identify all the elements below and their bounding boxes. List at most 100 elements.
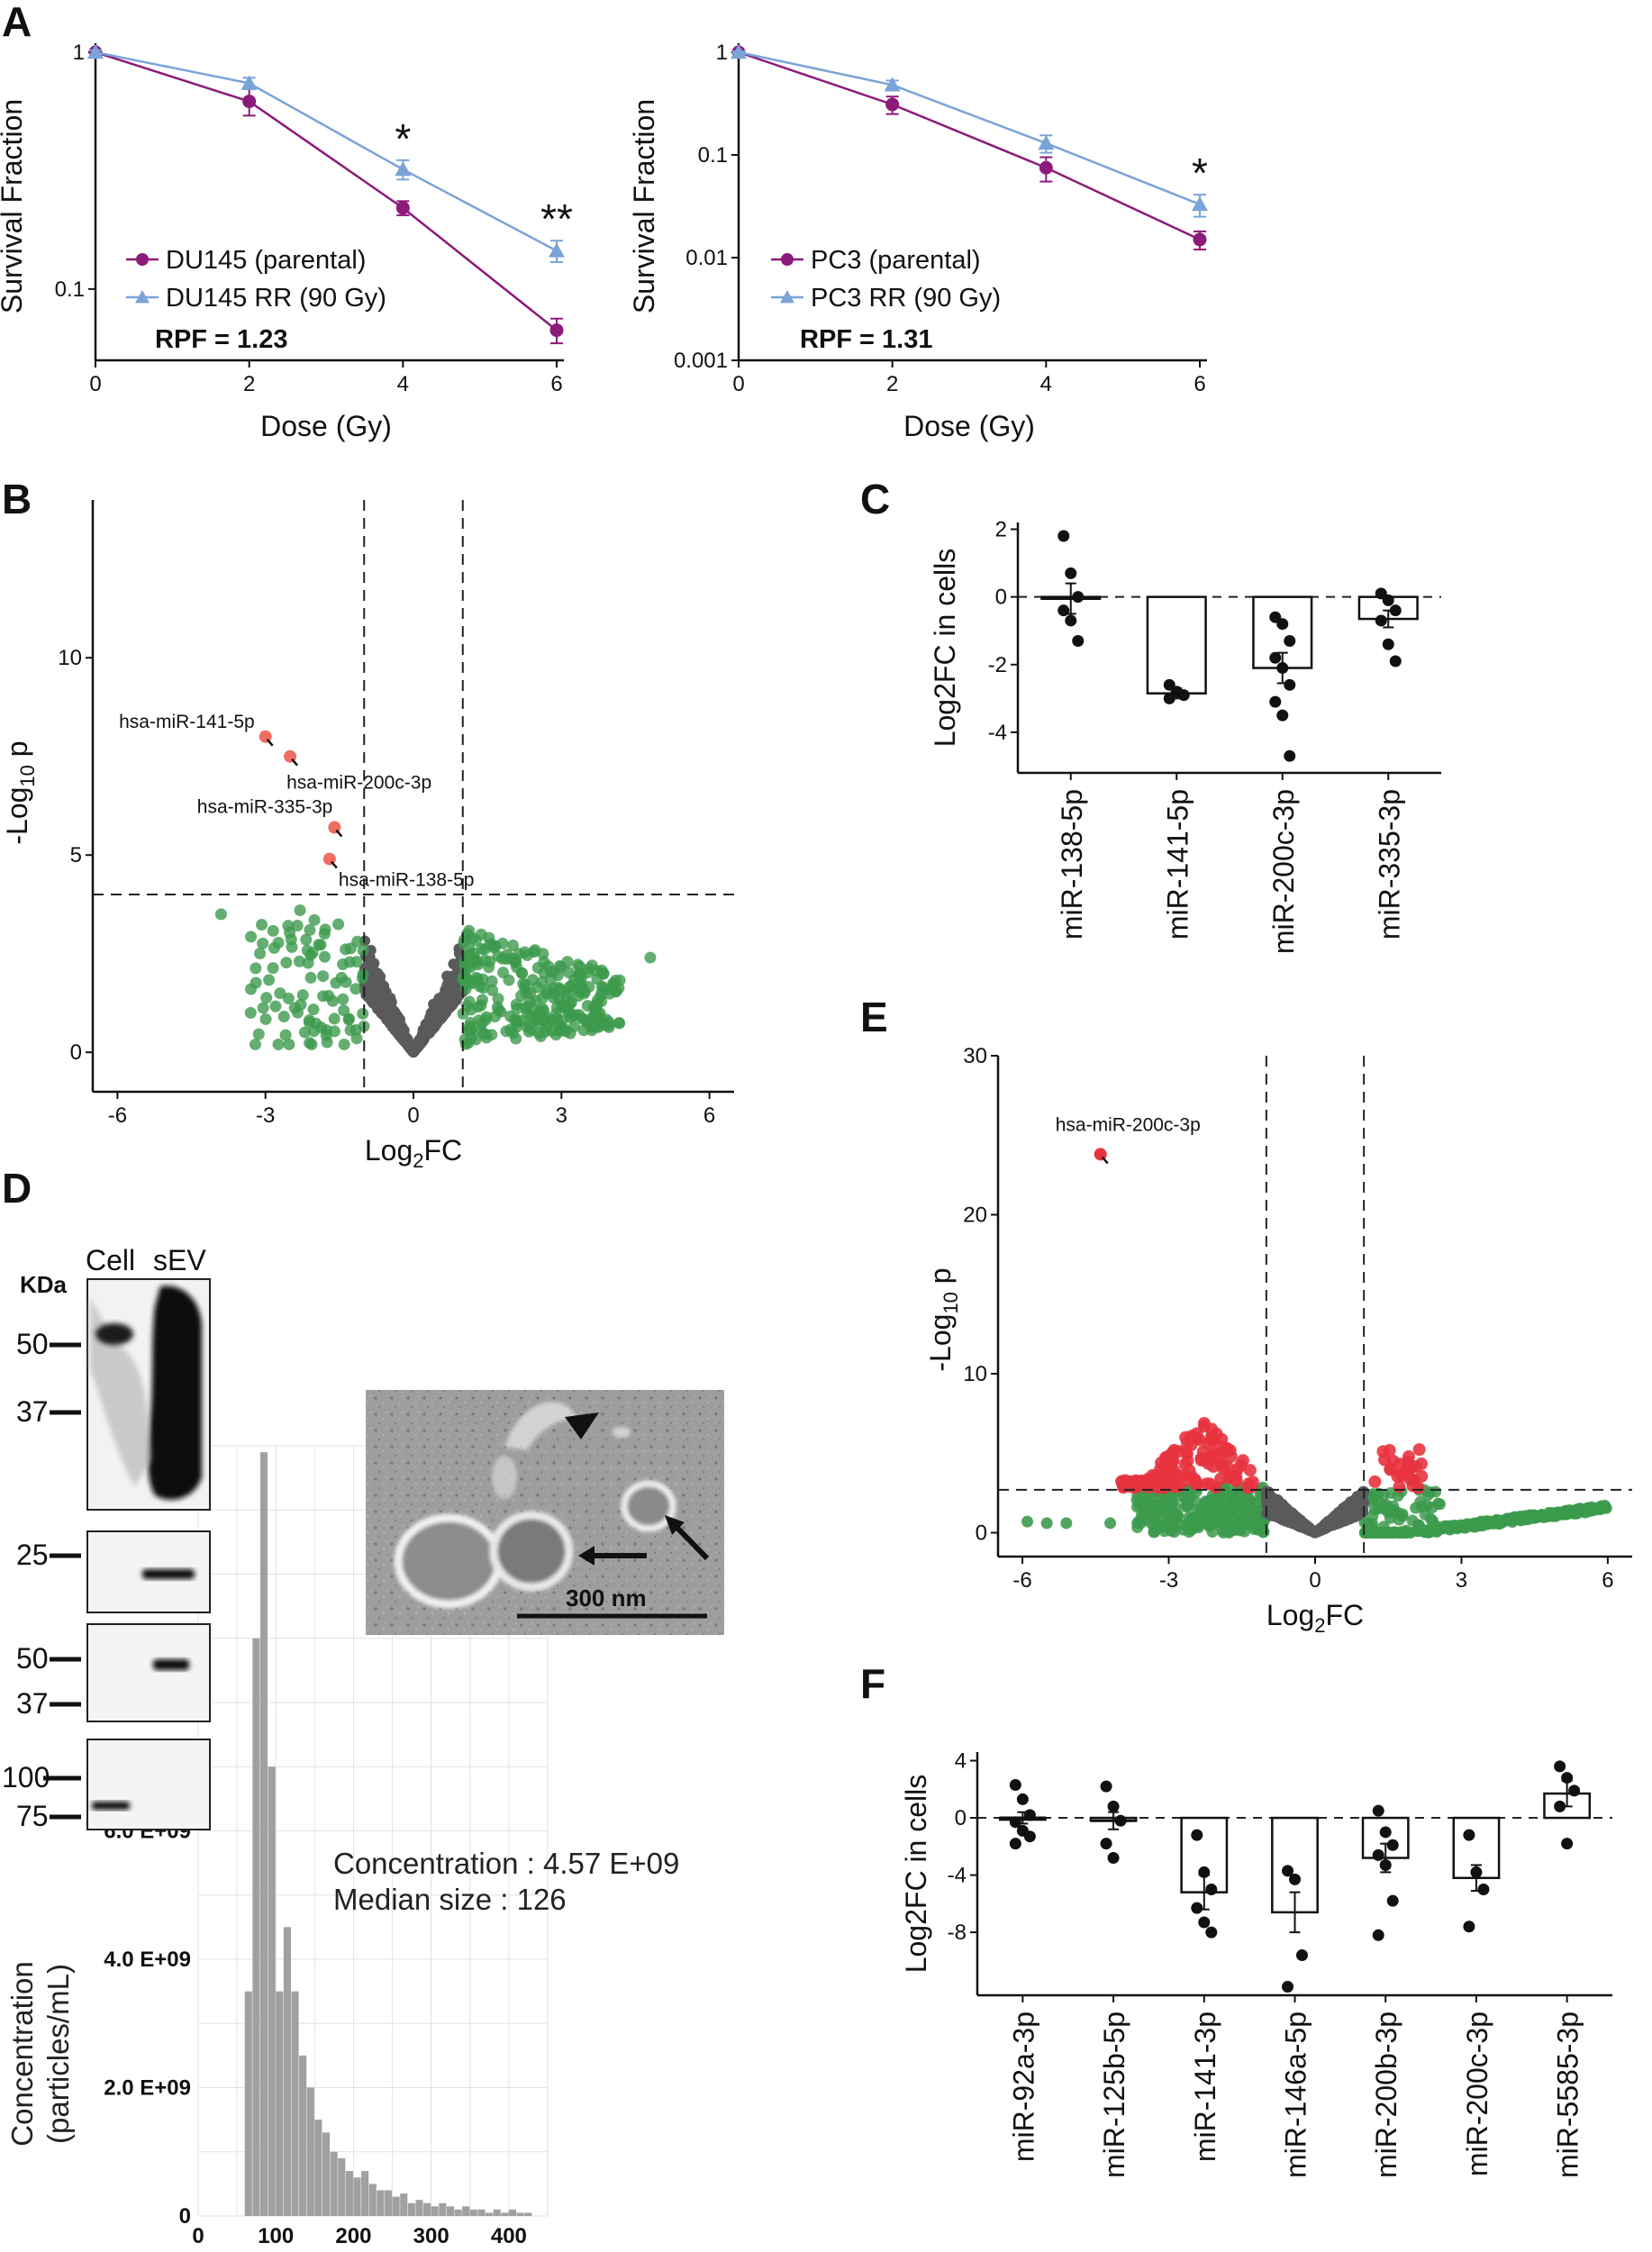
- histogram-bar: [477, 2209, 486, 2216]
- y-tick-label: 2: [995, 518, 1007, 542]
- fc-point: [463, 948, 476, 960]
- sig-point: [1163, 1474, 1176, 1487]
- fc-point: [504, 1023, 517, 1036]
- data-point: [241, 75, 258, 90]
- fc-point: [594, 990, 606, 1003]
- sig-point: [1376, 1445, 1390, 1458]
- histogram-bar: [291, 1991, 299, 2216]
- replicate-point: [1284, 634, 1296, 647]
- fc-point: [1192, 1519, 1204, 1531]
- panel-label-d: D: [2, 1165, 32, 1212]
- ns-point: [386, 1000, 397, 1012]
- fc-point: [1135, 1491, 1148, 1503]
- replicate-point: [1072, 634, 1085, 647]
- significance-mark: *: [1192, 150, 1208, 196]
- sig-point: [1121, 1478, 1135, 1492]
- fc-point: [357, 1007, 369, 1020]
- histogram-bar: [361, 2171, 369, 2216]
- replicate-point: [1375, 614, 1387, 627]
- y-tick-label: 1: [73, 41, 85, 65]
- fc-point: [613, 982, 625, 994]
- fc-point: [319, 923, 331, 936]
- data-point: [884, 77, 901, 92]
- fc-point: [269, 1000, 282, 1012]
- sig-point: [1414, 1457, 1428, 1471]
- fc-point: [1361, 1516, 1374, 1529]
- series-line: [738, 50, 1201, 206]
- replicate-point: [1205, 1883, 1218, 1895]
- ns-point: [368, 979, 380, 991]
- data-point: [1039, 160, 1053, 175]
- x-tick-label: miR-138-5p: [1056, 789, 1088, 940]
- histogram-bar: [462, 2206, 470, 2216]
- data-point: [87, 44, 104, 59]
- fc-point: [320, 1029, 332, 1041]
- x-axis-title: Dose (Gy): [260, 410, 392, 442]
- ns-point: [1312, 1525, 1324, 1537]
- histogram-bar: [469, 2209, 477, 2216]
- fc-point: [1599, 1501, 1611, 1513]
- fc-point: [249, 1038, 261, 1050]
- fc-point: [304, 1037, 316, 1049]
- fc-point: [568, 1020, 581, 1032]
- fc-point: [1406, 1514, 1419, 1527]
- histogram-bar: [501, 2212, 509, 2216]
- point-label: hsa-miR-138-5p: [339, 870, 475, 891]
- replicate-point: [1269, 695, 1282, 708]
- fc-point: [477, 994, 489, 1006]
- fc-point: [1424, 1485, 1437, 1498]
- x-tick-label: 0: [1309, 1568, 1321, 1593]
- fc-point: [317, 990, 330, 1003]
- fc-point: [480, 1011, 493, 1023]
- fc-point: [244, 1006, 257, 1019]
- sig-point: [1193, 1433, 1206, 1447]
- point-label: hsa-miR-335-3p: [197, 797, 333, 818]
- x-tick-label: miR-5585-3p: [1552, 2011, 1584, 2178]
- fc-point: [1388, 1526, 1401, 1539]
- panel-label-a: A: [2, 0, 32, 45]
- bar: [1146, 595, 1207, 695]
- blot-band-cell-smear: [90, 1297, 151, 1486]
- blot-kda-label: KDa: [20, 1271, 68, 1298]
- ns-point: [440, 1002, 452, 1013]
- x-tick-label: 0: [192, 2224, 204, 2248]
- fc-point: [531, 1004, 543, 1017]
- fc-point: [465, 1023, 477, 1036]
- replicate-point: [1276, 662, 1289, 675]
- sig-point: [1415, 1469, 1429, 1483]
- panel-label-c: C: [860, 476, 890, 522]
- tem-arrow-left: [578, 1546, 647, 1566]
- histogram-bar: [276, 1991, 284, 2216]
- replicate-point: [1191, 1902, 1203, 1914]
- fc-point: [280, 957, 293, 969]
- sig-point: [1200, 1452, 1213, 1466]
- replicate-point: [1100, 1780, 1112, 1793]
- fc-point: [272, 1038, 285, 1050]
- fc-point: [256, 919, 268, 931]
- fc-point: [356, 972, 368, 985]
- fc-point: [1426, 1514, 1439, 1527]
- sig-point: [1402, 1450, 1415, 1464]
- x-tick-label: miR-141-5p: [1161, 789, 1194, 940]
- y-tick-label: 0: [179, 2204, 191, 2229]
- legend-swatch-marker: [781, 253, 794, 266]
- fc-point: [279, 1029, 292, 1041]
- fc-point: [1172, 1510, 1185, 1522]
- fc-point: [1239, 1525, 1251, 1538]
- data-point: [549, 242, 565, 258]
- sig-point: [1393, 1480, 1406, 1494]
- ns-point: [376, 1005, 387, 1017]
- fc-point: [1563, 1504, 1575, 1517]
- fc-point: [302, 957, 314, 969]
- blot-marker-50a: 50: [16, 1328, 49, 1360]
- replicate-point: [1554, 1760, 1566, 1773]
- histogram-bar: [368, 2184, 377, 2216]
- y-axis-title: Survival Fraction: [628, 99, 660, 313]
- histogram-bar: [493, 2209, 501, 2216]
- replicate-point: [1107, 1800, 1120, 1812]
- sig-point: [1200, 1477, 1213, 1491]
- blot-band-cell-50: [95, 1323, 133, 1345]
- ns-point: [432, 1013, 444, 1025]
- fc-point: [272, 937, 285, 949]
- fc-point: [486, 975, 498, 987]
